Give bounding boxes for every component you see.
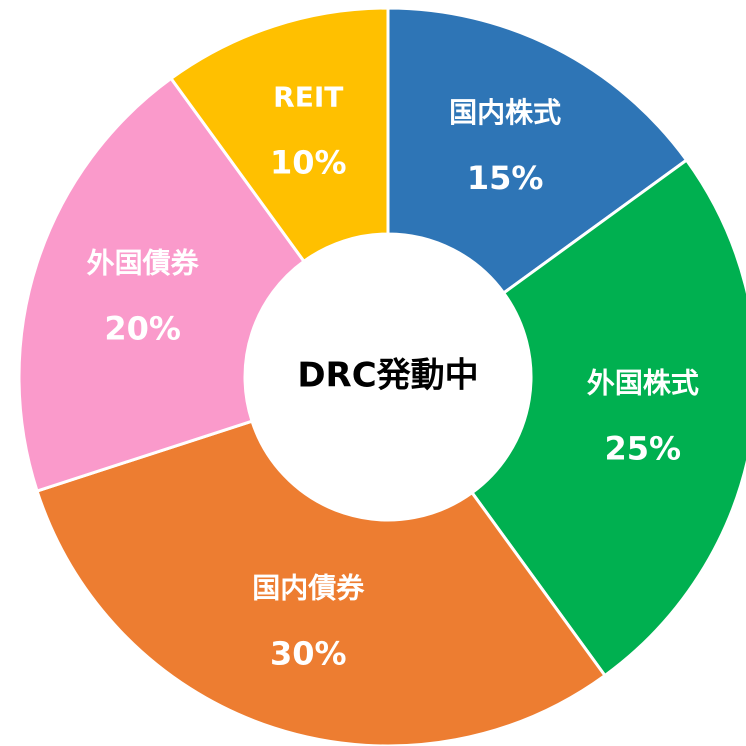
- slice-label: 国内債券: [252, 571, 365, 604]
- slice-label: 国内株式: [449, 96, 561, 129]
- slice-value-label: 15%: [467, 159, 544, 197]
- slice-value-label: 25%: [605, 429, 682, 467]
- slice-value-label: 20%: [104, 309, 181, 347]
- slice-value-label: 10%: [270, 144, 347, 182]
- slice: [169, 6, 390, 264]
- slice-value-label: 30%: [270, 634, 347, 672]
- slice-label: 外国債券: [87, 246, 200, 279]
- slice: [386, 6, 689, 296]
- slice: [35, 419, 607, 746]
- slice: [469, 158, 746, 678]
- center-label: DRC発動中: [297, 356, 478, 396]
- slice: [17, 76, 307, 493]
- slice-label: 外国株式: [587, 366, 699, 399]
- slice-label: REIT: [273, 81, 343, 114]
